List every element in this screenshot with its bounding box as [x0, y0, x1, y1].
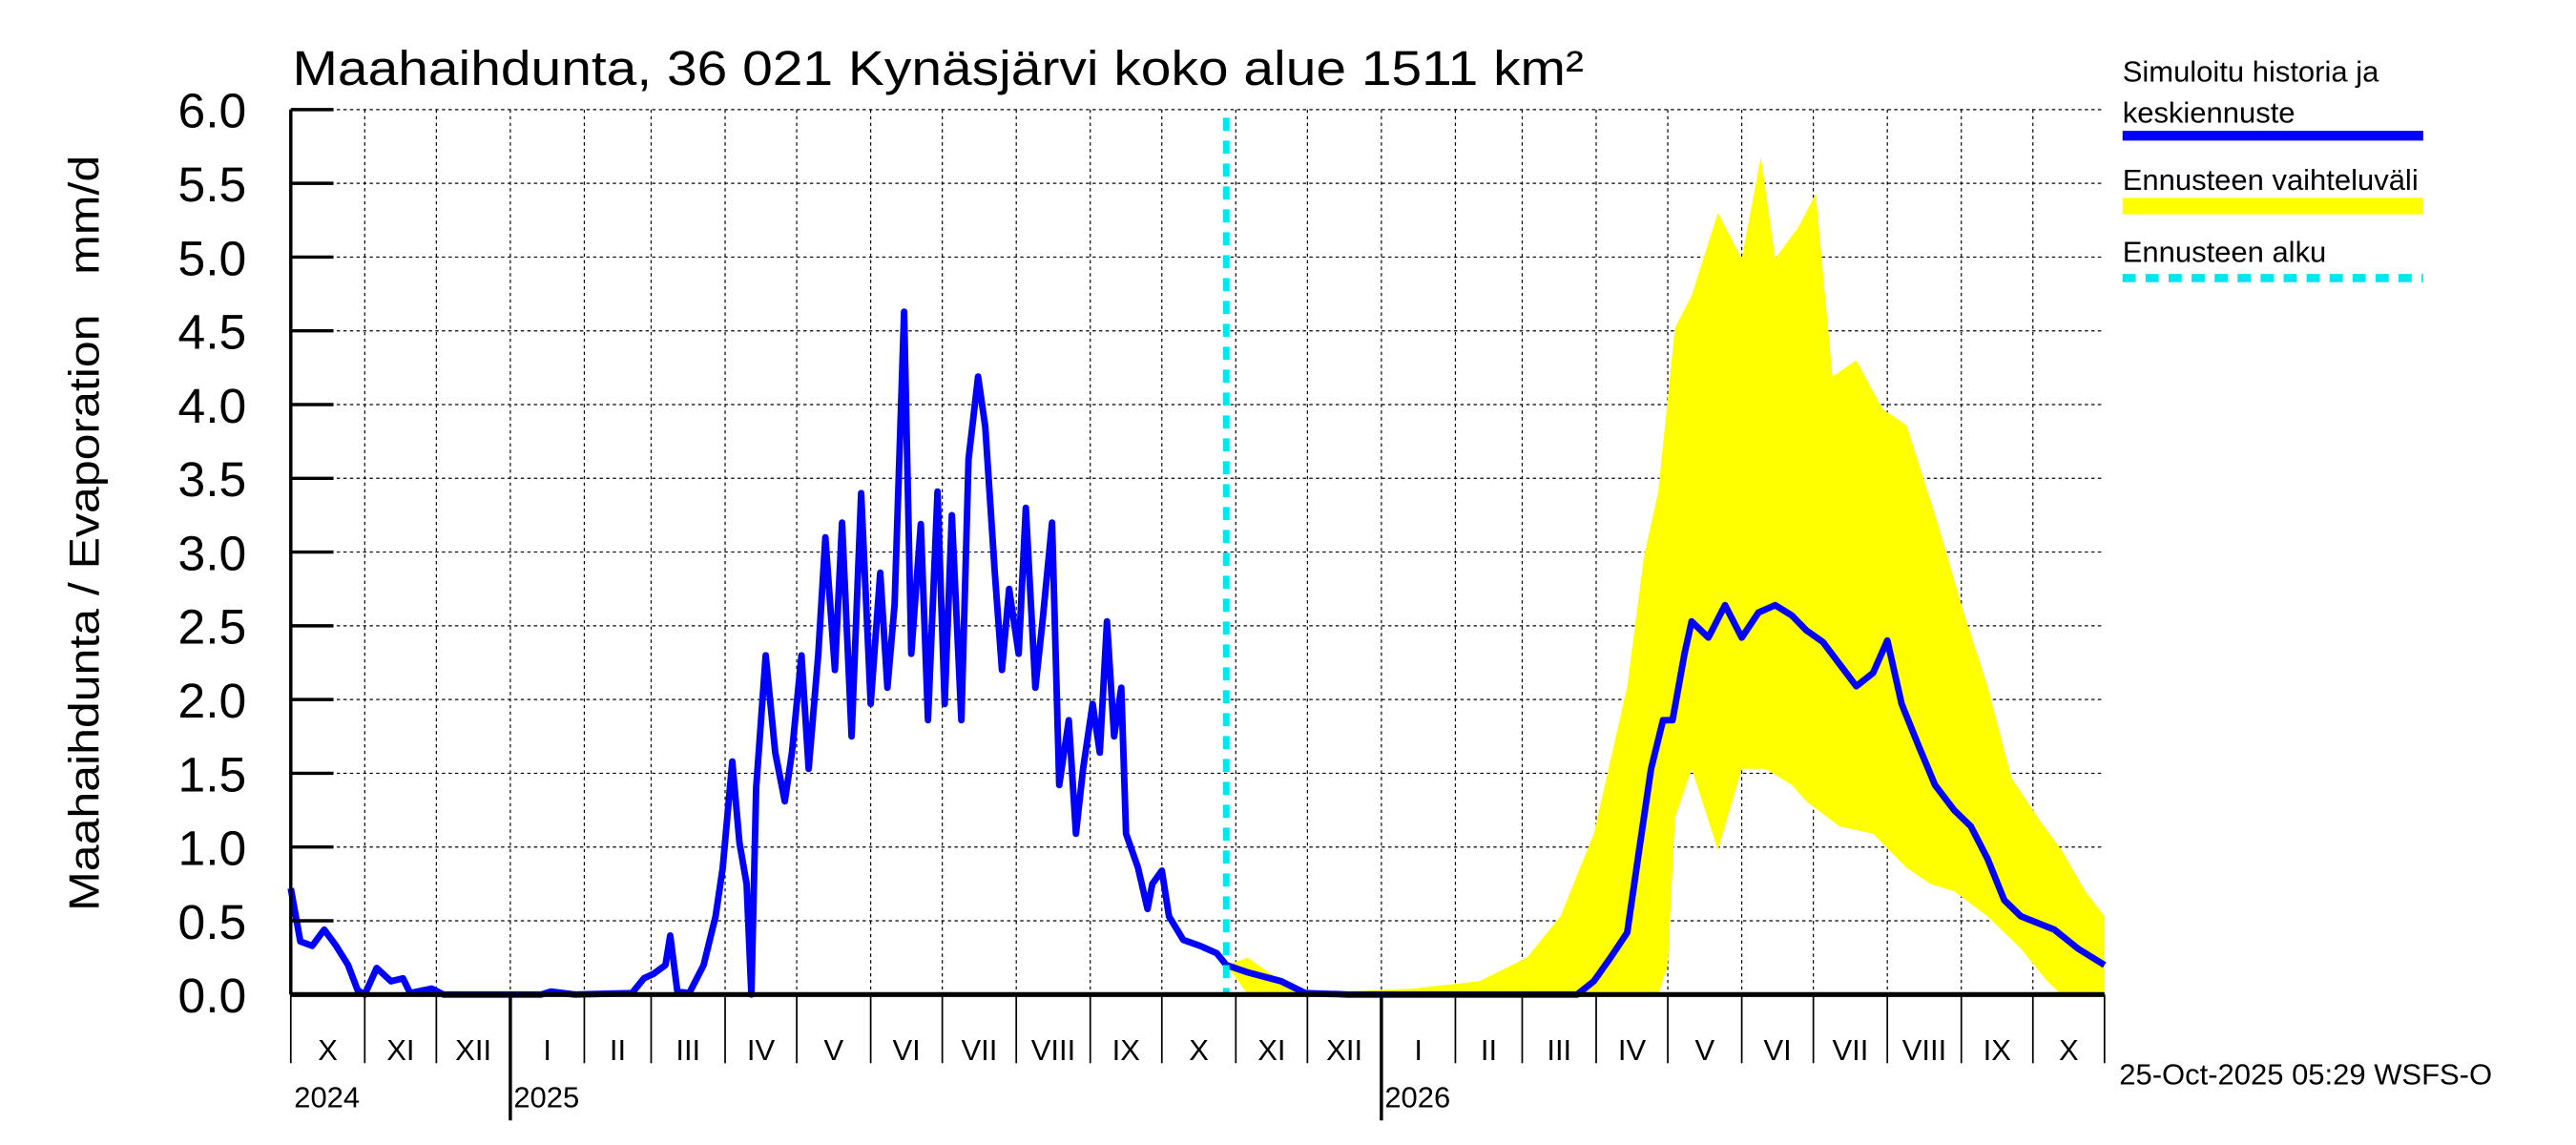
month-label: X [2059, 1033, 2079, 1067]
y-axis-label: Maahaihdunta / Evaporation mm/d [61, 156, 108, 911]
y-tick-label: 1.5 [177, 746, 246, 802]
axes [289, 108, 2106, 1121]
month-label: VIII [1902, 1033, 1946, 1067]
median-forecast-line [1225, 601, 2107, 998]
month-label: X [1189, 1033, 1209, 1067]
legend-label-history-1: Simuloitu historia ja [2123, 55, 2379, 89]
year-label: 2026 [1384, 1081, 1450, 1114]
month-label: II [610, 1033, 626, 1067]
month-label: VI [892, 1033, 920, 1067]
y-tick-label: 3.5 [177, 451, 246, 507]
y-tick-label: 0.5 [177, 894, 246, 949]
month-label: VIII [1031, 1033, 1075, 1067]
y-tick-label: 2.5 [177, 599, 246, 655]
x-tick-labels: X XI XII I II III IV V VI VII VIII IX X XI XII I II III IV… [294, 1033, 2078, 1114]
legend-label-forecast-start: Ennusteen alku [2123, 235, 2327, 268]
month-label: IV [747, 1033, 776, 1067]
month-label: IX [1112, 1033, 1140, 1067]
y-tick-label: 5.0 [177, 230, 246, 285]
month-label: V [824, 1033, 844, 1067]
year-label: 2025 [513, 1081, 579, 1114]
month-label: VII [961, 1033, 997, 1067]
year-label: 2024 [294, 1081, 360, 1114]
y-tick-label: 0.0 [177, 968, 246, 1023]
month-label: II [1481, 1033, 1497, 1067]
y-tick-label: 2.0 [177, 673, 246, 728]
forecast-range-band [1226, 156, 2105, 995]
y-tick-label: 6.0 [177, 83, 246, 138]
month-label: XI [1257, 1033, 1285, 1067]
month-label: X [318, 1033, 338, 1067]
y-tick-labels: 0.0 0.5 1.0 1.5 2.0 2.5 3.0 3.5 4.0 4.5 5.0 5.5 6.0 [177, 83, 246, 1023]
month-label: III [675, 1033, 700, 1067]
month-label: XII [1326, 1033, 1362, 1067]
timestamp: 25-Oct-2025 05:29 WSFS-O [2119, 1058, 2492, 1092]
history-line [287, 308, 1229, 998]
month-label: IX [1984, 1033, 2011, 1067]
month-label: IV [1618, 1033, 1647, 1067]
forecast-range-area [1226, 156, 2105, 995]
month-label: VII [1832, 1033, 1868, 1067]
y-tick-label: 5.5 [177, 156, 246, 212]
y-tick-label: 1.0 [177, 821, 246, 876]
legend-label-history-2: keskiennuste [2123, 96, 2296, 130]
month-label: VI [1763, 1033, 1791, 1067]
legend: Simuloitu historia ja keskiennuste Ennus… [2123, 55, 2423, 282]
legend-label-range: Ennusteen vaihteluväli [2123, 163, 2419, 197]
month-label: XII [455, 1033, 491, 1067]
y-tick-label: 4.5 [177, 304, 246, 360]
month-label: I [543, 1033, 551, 1067]
month-label: I [1414, 1033, 1423, 1067]
month-label: XI [386, 1033, 414, 1067]
month-label: V [1694, 1033, 1714, 1067]
chart-title: Maahaihdunta, 36 021 Kynäsjärvi koko alu… [293, 40, 1584, 95]
y-tick-label: 4.0 [177, 378, 246, 433]
month-label: III [1547, 1033, 1571, 1067]
y-tick-label: 3.0 [177, 526, 246, 581]
